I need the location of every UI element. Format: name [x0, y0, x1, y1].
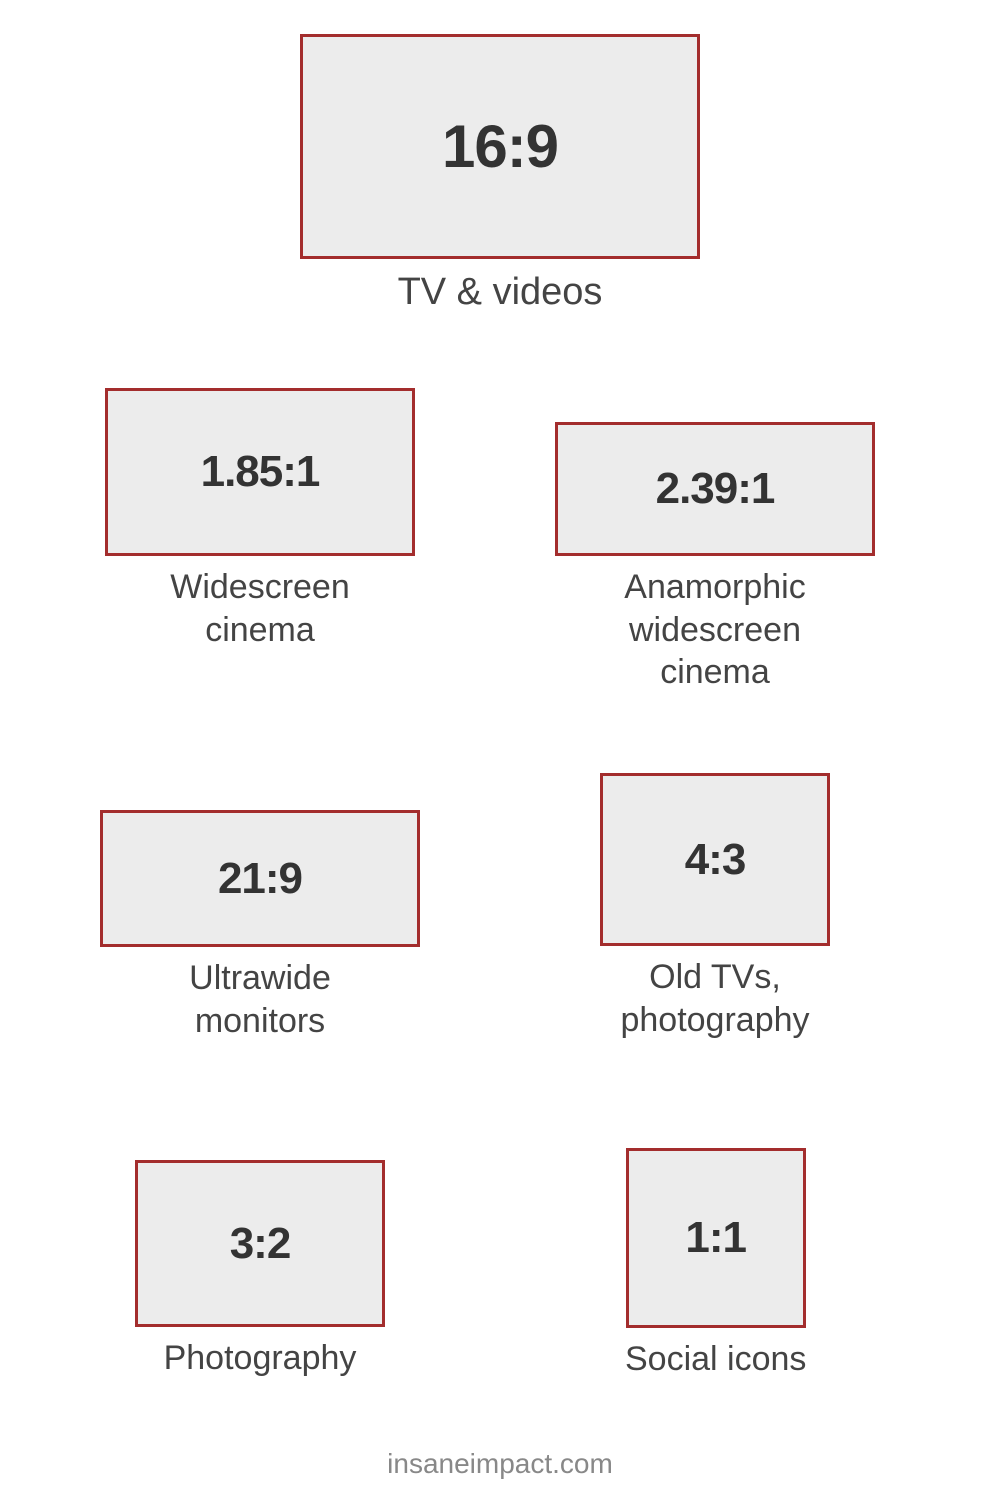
ratio-item-3-2: 3:2 Photography [135, 1160, 385, 1380]
ratio-label: Social icons [625, 1338, 806, 1381]
ratio-label: Photography [164, 1337, 357, 1380]
ratio-box: 2.39:1 [555, 422, 875, 556]
ratio-box: 1.85:1 [105, 388, 415, 556]
ratio-item-21-9: 21:9 Ultrawide monitors [100, 810, 420, 1042]
ratio-label: Widescreen cinema [170, 566, 350, 651]
ratio-item-4-3: 4:3 Old TVs, photography [600, 773, 830, 1041]
ratio-item-1-85-1: 1.85:1 Widescreen cinema [105, 388, 415, 651]
ratio-item-16-9: 16:9 TV & videos [300, 34, 700, 317]
ratio-box: 4:3 [600, 773, 830, 946]
ratio-label: Ultrawide monitors [189, 957, 331, 1042]
ratio-label: TV & videos [398, 269, 603, 317]
ratio-box: 1:1 [626, 1148, 806, 1328]
ratio-box: 3:2 [135, 1160, 385, 1327]
ratio-box: 21:9 [100, 810, 420, 947]
ratio-box: 16:9 [300, 34, 700, 259]
ratio-item-1-1: 1:1 Social icons [625, 1148, 806, 1381]
infographic-container: 16:9 TV & videos 1.85:1 Widescreen cinema 2.… [0, 0, 1000, 1500]
footer-attribution: insaneimpact.com [0, 1448, 1000, 1480]
ratio-label: Old TVs, photography [620, 956, 809, 1041]
ratio-item-2-39-1: 2.39:1Anamorphic widescreen cinema [555, 422, 875, 694]
ratio-label: Anamorphic widescreen cinema [624, 566, 805, 694]
